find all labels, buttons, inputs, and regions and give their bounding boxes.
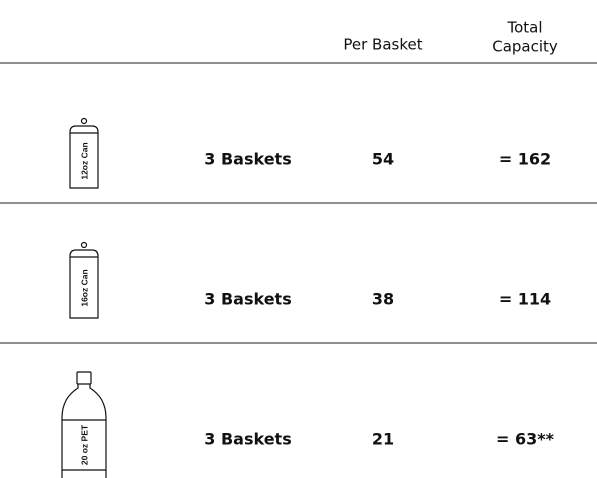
table-cell: = 162 (499, 150, 551, 169)
header-total-line1: Total (506, 19, 542, 37)
table-cell: 38 (372, 290, 394, 309)
table-cell: 3 Baskets (204, 150, 291, 169)
table-cell: 54 (372, 150, 394, 169)
bottle-icon: 20 oz PET (61, 371, 107, 478)
can-icon: 16oz Can (69, 241, 99, 319)
table-cell: 3 Baskets (204, 290, 291, 309)
header-per-basket: Per Basket (343, 36, 422, 54)
icon-label: 12oz Can (79, 142, 89, 179)
table-cell: = 114 (499, 290, 551, 309)
header-total-line2: Capacity (492, 38, 558, 56)
icon-label: 20 oz PET (79, 424, 89, 465)
table-cell: 3 Baskets (204, 430, 291, 449)
table-cell: = 63** (496, 430, 555, 449)
table-body: 3 Baskets 54 = 162 3 Baskets 38 = 114 3 Basket… (204, 150, 554, 449)
table-cell: 21 (372, 430, 394, 449)
icon-label: 16oz Can (79, 269, 89, 306)
can-icon: 12oz Can (69, 117, 99, 189)
